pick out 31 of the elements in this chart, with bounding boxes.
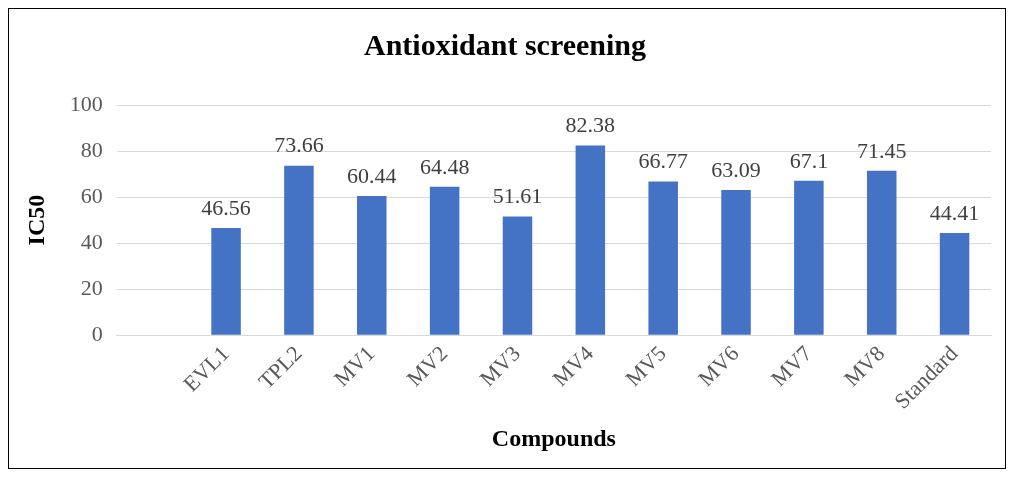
data-label: 44.41 (929, 199, 980, 225)
y-axis-title: IC50 (22, 194, 49, 246)
data-label: 73.66 (274, 132, 324, 158)
bar (939, 232, 970, 335)
data-label: 64.48 (419, 153, 470, 179)
data-label: 82.38 (565, 112, 616, 138)
data-label: 51.61 (492, 183, 543, 209)
bar (648, 181, 678, 335)
y-tick-label: 60 (80, 182, 103, 208)
bar (502, 216, 533, 335)
y-tick-label: 80 (80, 136, 103, 162)
data-label: 66.77 (638, 148, 688, 174)
y-tick-label: 100 (69, 90, 103, 116)
data-label: 60.44 (347, 162, 397, 188)
data-label: 71.45 (856, 137, 907, 163)
y-tick-label: 40 (80, 228, 103, 254)
data-label: 63.09 (711, 156, 761, 182)
y-tick-label: 0 (91, 321, 103, 347)
bar (721, 189, 751, 335)
bar (794, 180, 824, 335)
data-label: 46.56 (201, 194, 251, 220)
bar (211, 228, 241, 335)
bar (575, 145, 606, 335)
bar (429, 186, 460, 335)
bar (357, 196, 387, 335)
bar (284, 165, 314, 335)
data-label: 67.1 (789, 147, 829, 173)
x-axis-title: Compounds (491, 424, 616, 451)
y-tick-label: 20 (80, 274, 103, 300)
chart-title: Antioxidant screening (364, 27, 646, 61)
bar (866, 170, 897, 335)
